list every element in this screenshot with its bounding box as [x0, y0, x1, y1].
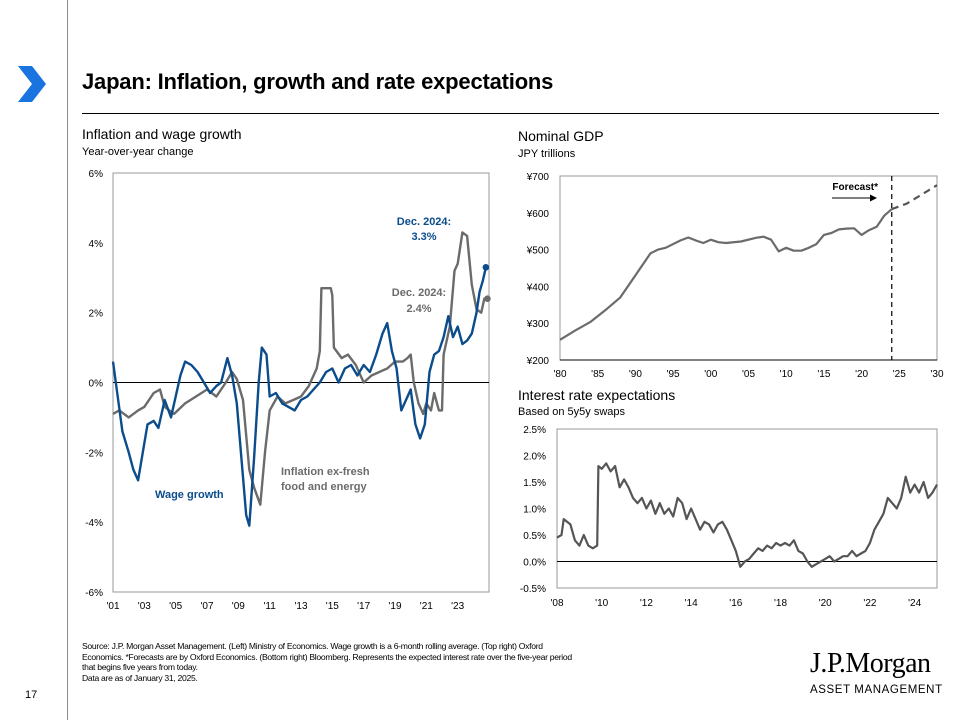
rates-y-tick: 1.0% [523, 505, 546, 516]
inflation-x-tick: '03 [138, 601, 151, 612]
gdp-x-tick: '10 [780, 369, 793, 380]
core-inflation-end-value: 2.4% [406, 303, 431, 315]
gdp-y-tick: ¥400 [526, 282, 550, 293]
rates-x-tick: '14 [685, 598, 698, 609]
rates-x-tick: '20 [819, 598, 832, 609]
inflation-x-tick: '21 [420, 601, 433, 612]
inflation-x-tick: '01 [106, 601, 119, 612]
gdp-x-tick: '90 [629, 369, 642, 380]
title-divider [82, 113, 939, 114]
page-number: 17 [25, 689, 38, 701]
rates-x-tick: '10 [595, 598, 608, 609]
rates-x-tick: '12 [640, 598, 653, 609]
gdp-x-tick: '00 [704, 369, 717, 380]
rates-y-tick: -0.5% [520, 584, 546, 595]
gdp-x-tick: '05 [742, 369, 755, 380]
inflation-chart-title: Inflation and wage growth [82, 126, 242, 142]
wage-growth-line [111, 267, 488, 527]
rates-y-tick: 1.5% [523, 478, 546, 489]
rates-y-tick: 0.0% [523, 558, 546, 569]
inflation-y-tick: -2% [85, 448, 103, 459]
gdp-chart-subtitle: JPY trillions [518, 148, 576, 160]
chevron-right-icon [18, 66, 46, 102]
asset-management-logo-text: ASSET MANAGEMENT [810, 684, 943, 696]
inflation-chart-subtitle: Year-over-year change [82, 146, 194, 158]
rates-chart-subtitle: Based on 5y5y swaps [518, 406, 626, 418]
core-inflation-label: food and energy [281, 481, 367, 493]
gdp-actual-line [559, 208, 893, 341]
core-inflation-end-label: Dec. 2024: [392, 287, 446, 299]
gdp-x-tick: '25 [893, 369, 906, 380]
gdp-y-tick: ¥600 [526, 209, 550, 220]
rates-chart-title: Interest rate expectations [518, 387, 676, 403]
inflation-x-tick: '11 [264, 601, 277, 612]
forecast-label: Forecast* [832, 182, 878, 193]
gdp-x-tick: '80 [553, 369, 566, 380]
inflation-x-tick: '05 [169, 601, 182, 612]
source-line: Source: J.P. Morgan Asset Management. (L… [82, 641, 543, 651]
wage-growth-end-label: Dec. 2024: [397, 216, 451, 228]
inflation-y-tick: -4% [85, 518, 103, 529]
gdp-plot-frame [559, 175, 938, 361]
inflation-y-tick: 2% [89, 309, 104, 320]
rates-x-tick: '24 [908, 598, 921, 609]
left-margin-rule [67, 0, 68, 720]
page-title: Japan: Inflation, growth and rate expect… [82, 69, 554, 94]
core-inflation-line [112, 231, 488, 506]
wage-growth-label: Wage growth [155, 489, 224, 501]
gdp-chart-title: Nominal GDP [518, 128, 604, 144]
jpmorgan-logo: J.P.Morgan [810, 648, 931, 679]
rates-y-tick: 0.5% [523, 531, 546, 542]
rates-x-tick: '18 [774, 598, 787, 609]
source-line: that begins five years from today. [82, 662, 198, 673]
rates-y-tick: 2.5% [523, 425, 546, 436]
gdp-x-tick: '15 [817, 369, 830, 380]
inflation-y-tick: 6% [89, 169, 104, 180]
core-inflation-end-marker [484, 295, 491, 303]
gdp-x-tick: '95 [667, 369, 680, 380]
rates-y-tick: 2.0% [523, 452, 546, 463]
gdp-x-tick: '20 [855, 369, 868, 380]
gdp-y-tick: ¥500 [526, 246, 550, 257]
gdp-y-tick: ¥700 [526, 172, 550, 183]
inflation-x-tick: '07 [200, 601, 213, 612]
gdp-x-tick: '30 [930, 369, 943, 380]
wage-growth-end-marker [482, 263, 490, 271]
source-line: Economics. *Forecasts are by Oxford Econ… [82, 651, 572, 662]
inflation-x-tick: '13 [294, 601, 307, 612]
gdp-forecast-line [891, 184, 938, 211]
source-note: Source: J.P. Morgan Asset Management. (L… [82, 641, 762, 683]
inflation-y-tick: -6% [85, 588, 103, 599]
rates-plot-frame [556, 428, 938, 589]
inflation-y-tick: 4% [89, 239, 104, 250]
gdp-y-tick: ¥200 [526, 356, 550, 367]
gdp-x-tick: '85 [591, 369, 604, 380]
inflation-x-tick: '15 [326, 601, 339, 612]
rates-x-tick: '16 [729, 598, 742, 609]
source-line: Data are as of January 31, 2025. [82, 672, 198, 683]
forecast-arrow-icon [870, 194, 877, 202]
inflation-x-tick: '17 [357, 601, 370, 612]
inflation-x-tick: '19 [388, 601, 401, 612]
rates-x-tick: '22 [863, 598, 876, 609]
inflation-y-tick: 0% [89, 379, 104, 390]
inflation-x-tick: '09 [232, 601, 245, 612]
core-inflation-label: Inflation ex-fresh [281, 466, 370, 478]
wage-growth-end-value: 3.3% [411, 231, 436, 243]
gdp-y-tick: ¥300 [526, 319, 550, 330]
rates-x-tick: '08 [550, 598, 563, 609]
rates-5y5y-line [556, 462, 938, 568]
inflation-x-tick: '23 [451, 601, 464, 612]
